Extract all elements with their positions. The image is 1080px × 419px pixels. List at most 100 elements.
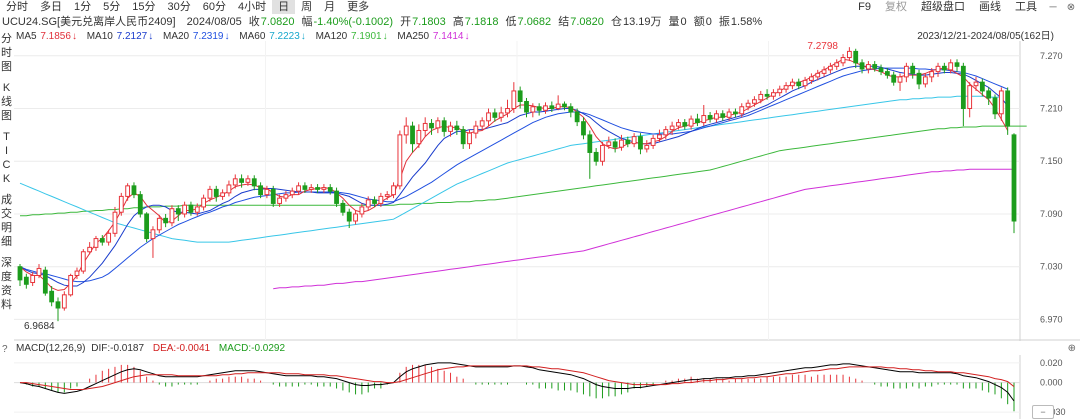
- ma250-arrow: ↓: [464, 31, 470, 42]
- super-quote-button[interactable]: 超级盘口: [921, 1, 965, 13]
- candle-body: [834, 62, 840, 67]
- amplitude-value: 1.58%: [730, 16, 763, 28]
- f9-button[interactable]: F9: [858, 1, 871, 13]
- zoom-out-button[interactable]: −: [1032, 405, 1054, 419]
- candle-body: [220, 192, 225, 197]
- collapse-icon[interactable]: ⊕: [1067, 343, 1076, 354]
- candle-body: [334, 190, 339, 204]
- tools-button[interactable]: 工具: [1015, 1, 1037, 13]
- price-tick: 7.090: [1040, 209, 1063, 219]
- period-tab[interactable]: 多日: [40, 1, 62, 13]
- kline-chart[interactable]: 7.270 7.210 7.150 7.090 7.030 6.970 7.2798 6.…: [0, 41, 1080, 341]
- macd-legend: MACD(12,26,9) DIF:-0.0187 DEA:-0.0041 MA…: [16, 343, 288, 355]
- candle-body: [232, 178, 238, 186]
- candle-body: [80, 251, 86, 272]
- period-tab[interactable]: 4小时: [238, 1, 267, 13]
- candle-body: [74, 270, 80, 276]
- candle-body: [93, 238, 99, 248]
- candle-body: [884, 71, 890, 76]
- candle-body: [384, 194, 390, 197]
- candle-body: [682, 122, 688, 127]
- high-label: 高: [452, 16, 464, 28]
- ma20-value: 7.2319: [192, 31, 224, 42]
- help-icon[interactable]: ?: [2, 344, 8, 355]
- adjust-rights-button[interactable]: 复权: [885, 1, 907, 13]
- sidebar-item[interactable]: 分时图: [0, 32, 13, 74]
- candle-body: [391, 185, 396, 196]
- close-circle-icon[interactable]: ⊗: [1066, 1, 1076, 13]
- candle-body: [473, 125, 479, 134]
- candle-body: [353, 213, 358, 222]
- candle-body: [346, 211, 352, 222]
- main-grid: [14, 41, 1020, 340]
- candle-body: [511, 90, 517, 110]
- candle-body: [289, 190, 295, 196]
- candle-body: [865, 64, 871, 70]
- candle-body: [676, 122, 681, 127]
- candle-body: [986, 90, 992, 99]
- ma20-label: MA20: [163, 31, 190, 42]
- candle-body: [695, 118, 700, 124]
- minimize-icon[interactable]: ─: [1049, 1, 1057, 13]
- candle-body: [87, 246, 93, 253]
- period-tab[interactable]: 60分: [202, 1, 226, 13]
- candle-body: [270, 188, 276, 204]
- period-tab[interactable]: 15分: [132, 1, 156, 13]
- toolbar-right: F9 复权 超级盘口 画线 工具 ─ ⊗: [851, 0, 1080, 14]
- candle-body: [714, 113, 719, 120]
- candle-body: [99, 238, 105, 243]
- sidebar-char: 资: [1, 285, 12, 297]
- candle-body: [733, 111, 738, 115]
- candle-body: [777, 88, 783, 94]
- period-tab[interactable]: 月: [324, 1, 336, 13]
- candle-body: [568, 106, 574, 113]
- high-value: 7.1818: [464, 16, 499, 28]
- sidebar-item[interactable]: 深度资料: [0, 256, 13, 312]
- symbol-label: UCU24.SG[美元兑离岸人民币2409]: [2, 16, 176, 28]
- period-tab[interactable]: 日: [272, 0, 296, 14]
- candle-body: [207, 188, 213, 199]
- draw-line-button[interactable]: 画线: [979, 1, 1001, 13]
- macd-lines: [19, 362, 1015, 402]
- low-label: 低: [505, 16, 517, 28]
- candle-body: [701, 115, 707, 124]
- period-tab[interactable]: 分时: [6, 1, 28, 13]
- period-tab[interactable]: 更多: [347, 1, 370, 13]
- sidebar-char: K: [2, 173, 11, 185]
- candle-body: [973, 81, 979, 87]
- period-tab[interactable]: 1分: [74, 1, 92, 13]
- period-tab[interactable]: 30分: [167, 1, 191, 13]
- sidebar-item[interactable]: 成交明细: [0, 193, 13, 249]
- candle-body: [739, 106, 745, 115]
- candle-body: [321, 187, 327, 190]
- candle-body: [745, 102, 751, 108]
- sidebar-char: 图: [1, 61, 12, 73]
- candle-body: [156, 217, 162, 231]
- candle-body: [593, 151, 599, 162]
- open-value: 7.1803: [412, 16, 446, 28]
- candle-body: [619, 139, 624, 148]
- candle-body: [827, 65, 833, 71]
- candle-body: [315, 187, 320, 190]
- candle-body: [536, 106, 542, 111]
- ma60-label: MA60: [239, 31, 266, 42]
- candle-body: [669, 125, 675, 131]
- ma5-value: 7.1856: [40, 31, 71, 42]
- price-axis: 7.270 7.210 7.150 7.090 7.030 6.970: [1040, 51, 1063, 325]
- candle-body: [796, 81, 802, 87]
- price-tick: 7.210: [1040, 104, 1063, 114]
- candle-body: [226, 184, 232, 194]
- period-tab[interactable]: 5分: [103, 1, 121, 13]
- candle-body: [524, 100, 529, 113]
- price-tick: 7.150: [1040, 156, 1063, 166]
- candle-body: [859, 62, 865, 70]
- sidebar-char: I: [4, 145, 9, 157]
- dea-line: [20, 365, 1015, 390]
- candle-body: [365, 199, 371, 208]
- dea-value: -0.0041: [176, 343, 211, 354]
- period-tab[interactable]: 周: [301, 1, 313, 13]
- candle-body: [429, 122, 434, 129]
